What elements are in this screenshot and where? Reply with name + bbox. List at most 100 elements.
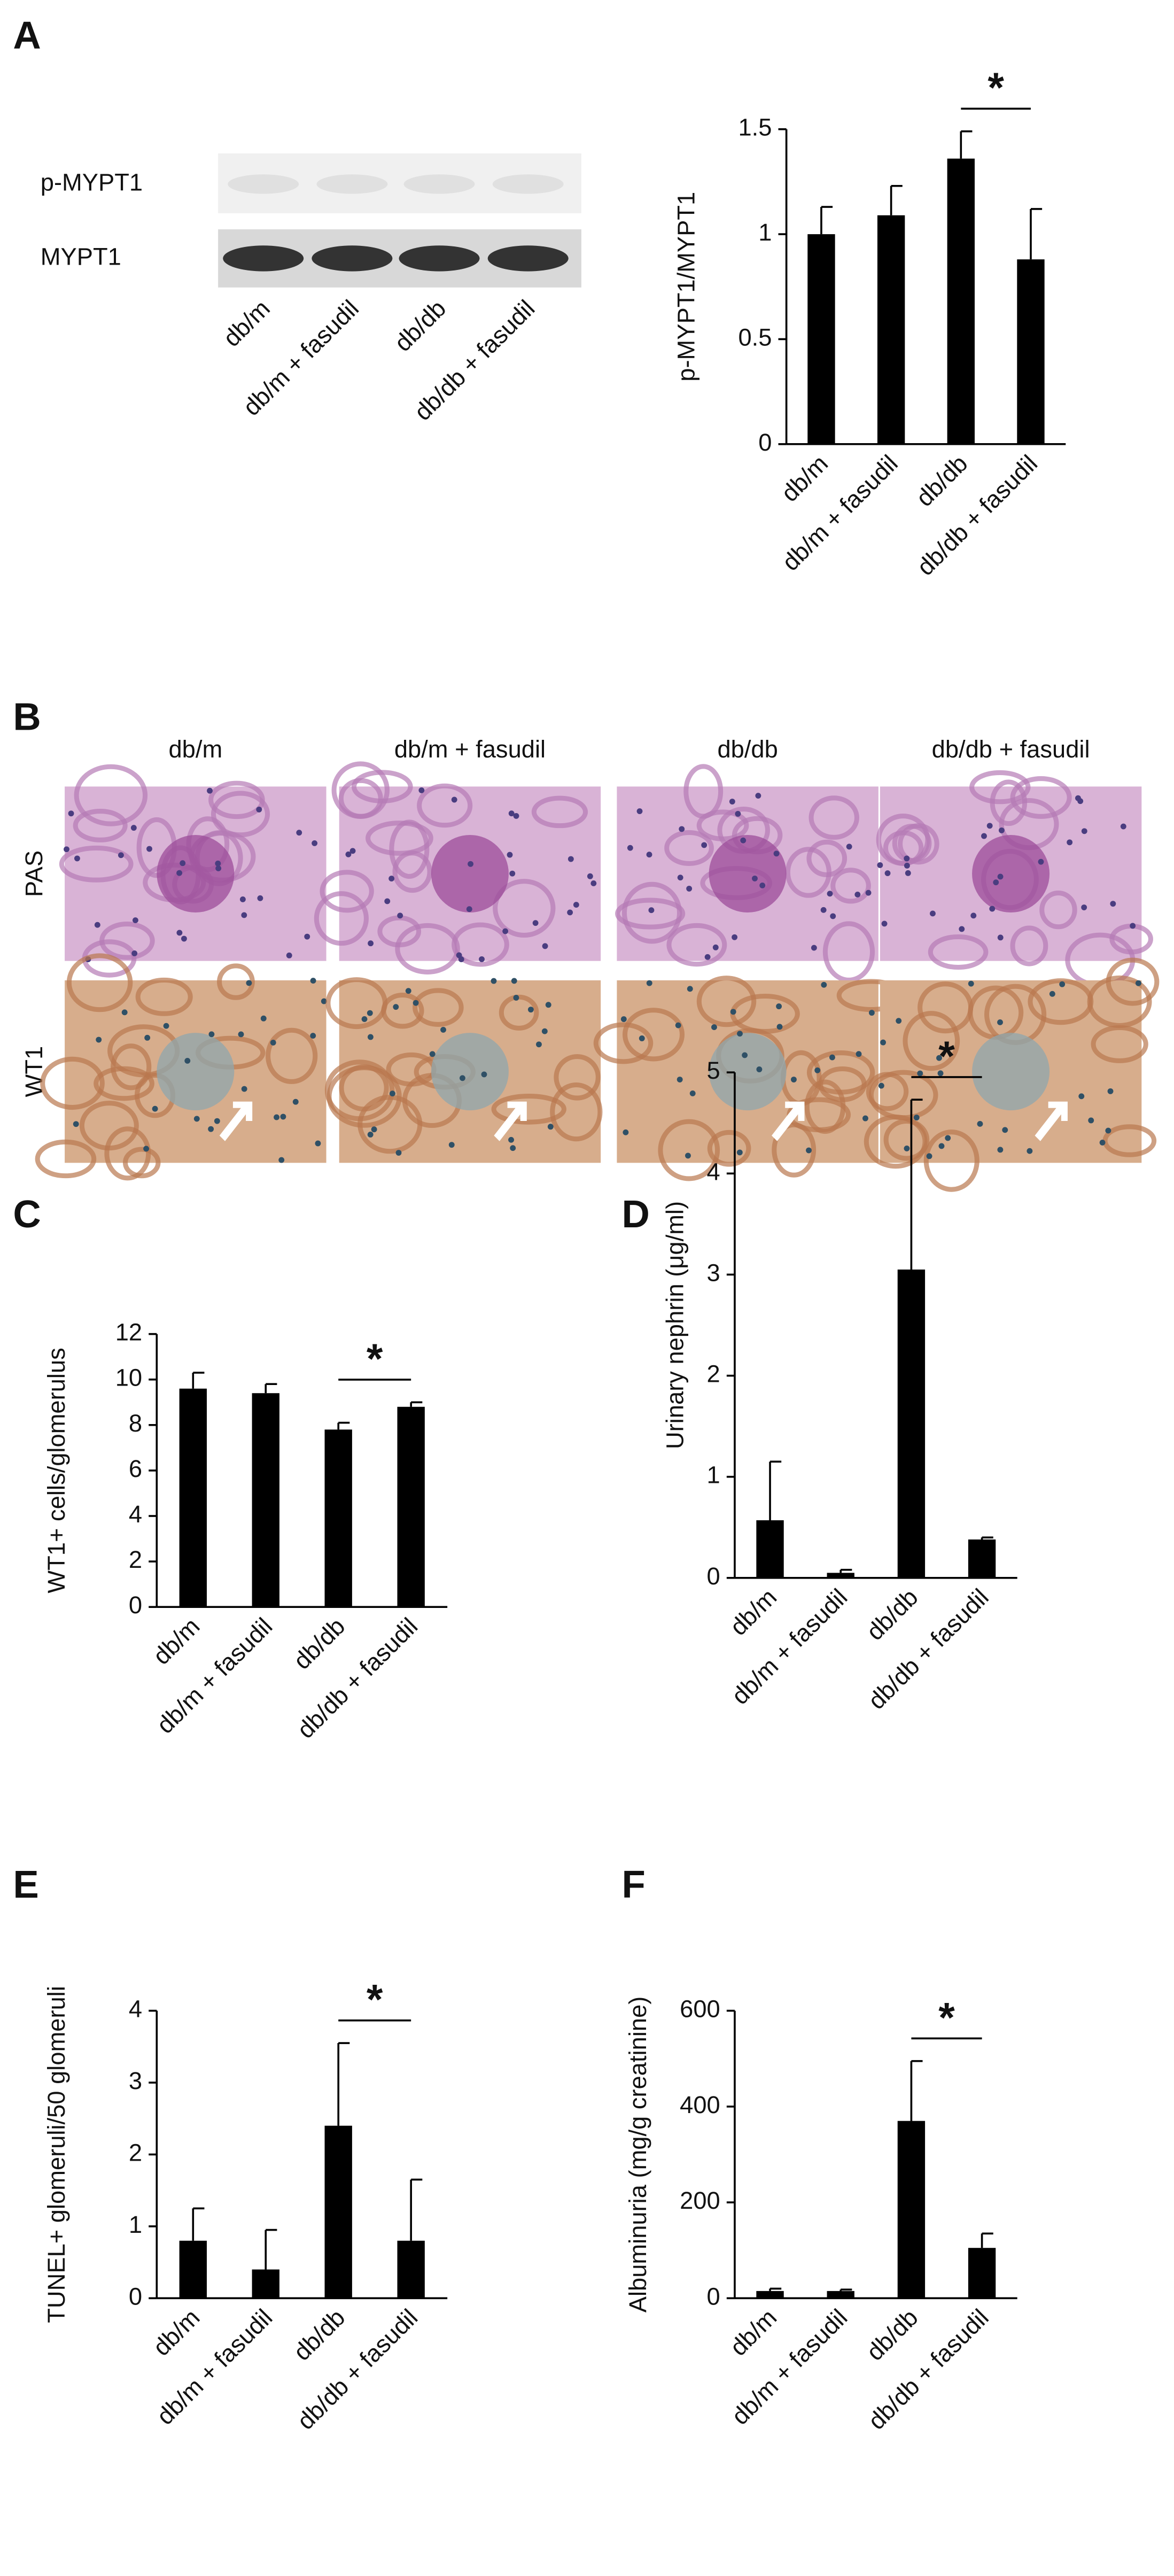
y-tick-label: 1	[707, 1461, 720, 1489]
nucleus	[639, 1035, 645, 1041]
nucleus	[131, 950, 138, 956]
nucleus	[877, 862, 883, 868]
nucleus	[590, 880, 597, 886]
bar	[756, 1520, 784, 1578]
nucleus	[246, 980, 252, 986]
tubule	[325, 977, 388, 1030]
blot-band	[403, 174, 475, 194]
nucleus	[878, 1082, 884, 1089]
nucleus	[998, 827, 1005, 833]
nucleus	[587, 873, 593, 879]
tubule	[1102, 1124, 1157, 1157]
nucleus	[1081, 828, 1087, 834]
nucleus	[997, 934, 1004, 941]
x-tick-label: db/db	[911, 450, 973, 512]
blot-band	[399, 245, 480, 272]
nucleus	[371, 1126, 377, 1133]
nucleus	[74, 855, 80, 862]
nucleus	[286, 952, 292, 958]
nucleus	[814, 1067, 821, 1073]
nucleus	[1049, 991, 1055, 997]
tubule	[266, 1027, 318, 1084]
tubule	[830, 868, 871, 904]
x-tick-label: db/db + fasudil	[862, 2304, 993, 2435]
nucleus	[180, 860, 186, 867]
tubule	[135, 977, 193, 1016]
nucleus	[740, 837, 747, 844]
nucleus	[176, 930, 183, 936]
nucleus	[1038, 858, 1044, 865]
tubule	[1028, 978, 1094, 1025]
error-bar	[410, 2178, 423, 2241]
nucleus	[367, 1132, 374, 1138]
bar	[897, 2121, 926, 2299]
nucleus	[73, 1121, 79, 1127]
nucleus	[429, 1051, 436, 1057]
nucleus	[241, 912, 247, 918]
panel-label: F	[621, 1863, 645, 1906]
nucleus	[144, 1034, 151, 1041]
x-tick-label: db/db	[288, 2304, 350, 2366]
x-tick-label: db/db + fasudil	[912, 450, 1043, 581]
significance-label: *	[367, 1335, 383, 1382]
nucleus	[448, 1142, 455, 1148]
nucleus	[547, 1124, 554, 1130]
column-header: db/m	[168, 736, 222, 763]
panel-label: D	[621, 1193, 649, 1236]
nucleus	[1088, 1117, 1094, 1124]
nucleus	[510, 1145, 516, 1151]
tubule	[808, 795, 859, 840]
blot-band	[492, 174, 564, 194]
blot-row-label: p-MYPT1	[41, 168, 143, 196]
nucleus	[239, 896, 246, 902]
nucleus	[513, 813, 519, 819]
nucleus	[146, 846, 152, 852]
significance-label: *	[367, 1976, 383, 2023]
nucleus	[627, 845, 633, 851]
y-tick-label: 0	[129, 1591, 142, 1619]
nucleus	[511, 978, 517, 984]
nucleus	[880, 1039, 886, 1046]
nucleus	[827, 891, 833, 897]
error-bar	[981, 2232, 993, 2248]
error-bar	[839, 2288, 852, 2291]
nucleus	[310, 1033, 316, 1039]
error-bar	[265, 2229, 277, 2270]
nucleus	[479, 956, 485, 962]
nucleus	[468, 861, 473, 867]
nucleus	[937, 1070, 944, 1077]
nucleus	[405, 988, 411, 994]
nucleus	[970, 912, 977, 919]
tubule	[66, 953, 133, 1012]
nucleus	[730, 1009, 736, 1015]
nucleus	[736, 1149, 743, 1156]
nucleus	[806, 1147, 812, 1154]
y-tick-label: 6	[129, 1455, 142, 1482]
column-header: db/m + fasudil	[394, 736, 546, 763]
nucleus	[121, 1009, 128, 1016]
error-bar	[910, 1099, 923, 1270]
nucleus	[977, 1121, 983, 1127]
nucleus	[361, 1016, 368, 1022]
y-tick-label: 2	[707, 1360, 720, 1388]
nucleus	[1067, 839, 1073, 846]
nucleus	[997, 873, 1004, 880]
nucleus	[388, 876, 395, 882]
nucleus	[687, 986, 693, 992]
arrow	[772, 1101, 805, 1141]
tubule	[615, 898, 686, 930]
nucleus	[94, 922, 100, 928]
nucleus	[917, 1070, 923, 1077]
y-tick-label: 4	[129, 1995, 142, 2023]
bar	[397, 1406, 425, 1607]
y-tick-label: 1	[758, 219, 772, 246]
nucleus	[541, 1028, 548, 1034]
blot-band	[316, 174, 388, 194]
nucleus	[368, 940, 374, 947]
glomerulus	[157, 1033, 235, 1111]
nucleus	[968, 980, 974, 987]
nucleus	[997, 1019, 1003, 1025]
tubule	[806, 839, 848, 877]
error-bar	[337, 1421, 350, 1430]
